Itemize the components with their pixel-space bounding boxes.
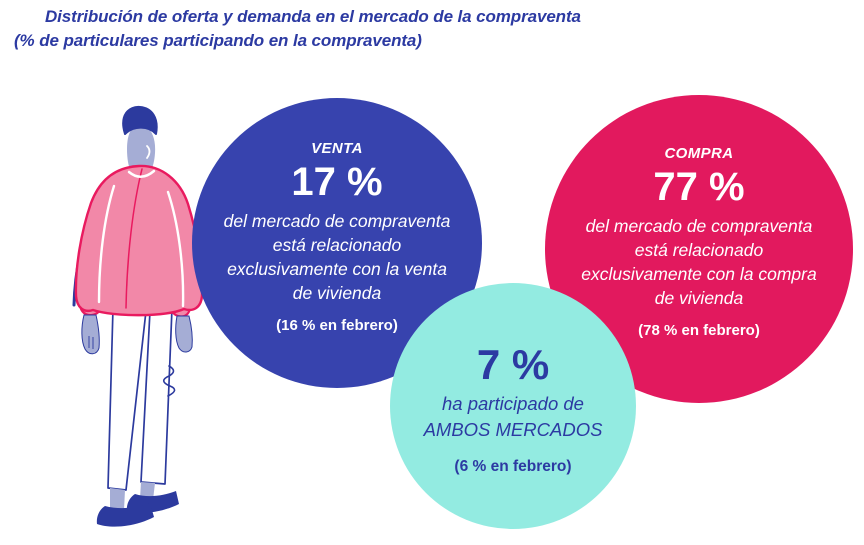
person-illustration [72, 105, 204, 527]
sweater-seams [97, 168, 185, 309]
bubble-compra-description: del mercado de compraventa está relacion… [581, 216, 817, 309]
bubble-compra-footnote: (78 % en febrero) [638, 321, 760, 339]
bubble-ambos-description: ha participado de AMBOS MERCADOS [423, 393, 603, 440]
drawstring-squiggle [162, 365, 176, 397]
bubble-ambos-value: 7 % [476, 341, 550, 388]
bubble-compra-label: COMPRA [664, 145, 734, 162]
hair [122, 105, 158, 135]
bubble-venta-value: 17 % [291, 160, 383, 204]
pants [107, 307, 173, 491]
ankle-left [110, 488, 125, 510]
title-block: Distribución de oferta y demanda en el m… [14, 5, 581, 53]
shoe-left [96, 503, 154, 527]
hands [81, 314, 193, 355]
bubble-venta-footnote: (16 % en febrero) [276, 316, 398, 334]
chart-title: Distribución de oferta y demanda en el m… [45, 7, 581, 26]
bubble-compra-value: 77 % [653, 165, 745, 209]
bubble-ambos-footnote: (6 % en febrero) [454, 458, 572, 476]
bubble-venta-label: VENTA [311, 140, 363, 157]
bubble-ambos: 7 % ha participado de AMBOS MERCADOS (6 … [390, 283, 636, 529]
chart-subtitle: (% de particulares participando en la co… [14, 30, 422, 50]
bubble-venta-description: del mercado de compraventa está relacion… [223, 211, 451, 304]
ankle-right [140, 482, 155, 500]
